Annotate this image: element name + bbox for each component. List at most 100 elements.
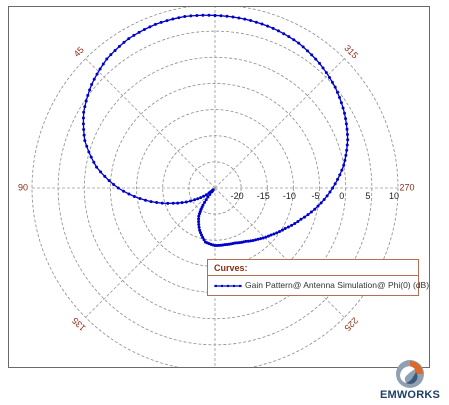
curve-data-point <box>237 16 241 20</box>
curve-data-point <box>90 82 94 86</box>
curve-data-point <box>95 165 99 169</box>
curve-data-point <box>202 194 206 198</box>
curve-data-point <box>328 190 332 194</box>
curve-data-point <box>86 94 90 98</box>
curve-data-point <box>198 228 202 232</box>
curve-data-point <box>84 99 88 103</box>
curve-data-point <box>219 14 223 18</box>
curve-data-point <box>92 77 96 81</box>
curve-data-point <box>297 41 301 45</box>
curve-data-point <box>256 237 260 241</box>
curve-data-point <box>200 233 204 237</box>
curve-data-point <box>149 200 153 204</box>
radial-tick-label: -15 <box>257 191 270 201</box>
curve-data-point <box>283 227 287 231</box>
curve-data-point <box>313 207 317 211</box>
curve-data-point <box>122 189 126 193</box>
curve-data-point <box>316 204 320 208</box>
curve-data-point <box>138 197 142 201</box>
curve-data-point <box>319 201 323 205</box>
curve-data-point <box>82 133 86 137</box>
curve-data-point <box>201 235 205 239</box>
curve-data-point <box>122 40 126 44</box>
legend-title: Curves: <box>214 263 248 273</box>
curve-data-point <box>82 128 86 132</box>
curve-data-point <box>322 197 326 201</box>
curve-data-point <box>249 239 253 243</box>
curve-data-point <box>87 150 91 154</box>
curve-data-point <box>88 88 92 92</box>
curve-data-point <box>213 13 217 17</box>
curve-data-point <box>207 13 211 17</box>
legend-divider <box>208 275 418 276</box>
curve-data-point <box>132 194 136 198</box>
curve-data-point <box>269 233 273 237</box>
curve-data-point <box>344 117 348 121</box>
curve-data-point <box>335 90 339 94</box>
angle-tick-label: 45 <box>72 45 86 59</box>
curve-data-point <box>92 160 96 164</box>
curve-data-point <box>341 106 345 110</box>
curve-data-point <box>333 182 337 186</box>
curve-data-point <box>155 201 159 205</box>
curve-data-point <box>292 38 296 42</box>
curve-data-point <box>344 153 348 157</box>
curve-data-point <box>89 155 93 159</box>
curve-data-point <box>339 101 343 105</box>
curve-data-point <box>132 33 136 37</box>
radial-tick-label: 10 <box>389 191 399 201</box>
curve-data-point <box>275 231 279 235</box>
curve-data-point <box>321 66 325 70</box>
curve-data-point <box>345 143 349 147</box>
curve-data-point <box>201 13 205 17</box>
curve-data-point <box>340 168 344 172</box>
curve-data-point <box>330 80 334 84</box>
curve-data-point <box>82 110 86 114</box>
curve-data-point <box>105 57 109 61</box>
curve-data-point <box>345 127 349 131</box>
curve-data-point <box>278 230 282 234</box>
gain-curve-points <box>81 13 350 248</box>
curve-data-point <box>210 190 214 194</box>
curve-data-point <box>160 201 164 205</box>
radial-tick-label: 0 <box>339 191 344 201</box>
curve-data-point <box>343 158 347 162</box>
curve-data-point <box>264 235 268 239</box>
curve-data-point <box>338 173 342 177</box>
curve-data-point <box>346 138 350 142</box>
curve-data-point <box>193 198 197 202</box>
grid-spoke <box>214 187 345 318</box>
curve-data-point <box>197 214 201 218</box>
radial-tick-label: -5 <box>312 191 320 201</box>
curve-data-point <box>143 198 147 202</box>
curve-data-point <box>286 225 290 229</box>
curve-data-point <box>208 193 212 196</box>
curve-data-point <box>299 217 303 221</box>
curve-data-point <box>266 24 270 28</box>
curve-data-point <box>176 201 180 205</box>
curve-data-point <box>177 16 181 20</box>
curve-data-point <box>127 37 131 41</box>
emworks-logo-icon <box>396 360 424 388</box>
curve-data-point <box>183 15 187 19</box>
curve-data-point <box>344 122 348 126</box>
curve-data-point <box>259 237 263 241</box>
curve-data-point <box>197 225 201 229</box>
curve-data-point <box>137 30 141 34</box>
curve-data-point <box>81 116 85 120</box>
angle-tick-label: 270 <box>399 182 414 192</box>
curve-data-point <box>338 96 342 100</box>
curve-data-point <box>296 219 300 223</box>
curve-data-point <box>314 57 318 61</box>
curve-data-point <box>127 192 131 196</box>
curve-data-point <box>254 238 258 242</box>
curve-data-point <box>231 15 235 19</box>
curve-data-point <box>116 186 120 190</box>
curve-data-point <box>254 20 258 24</box>
curve-data-point <box>251 238 255 242</box>
angular-grid <box>32 7 398 367</box>
curve-data-point <box>171 201 175 205</box>
curve-data-point <box>184 200 188 204</box>
curve-data-point <box>244 239 248 243</box>
curve-data-point <box>196 197 200 201</box>
